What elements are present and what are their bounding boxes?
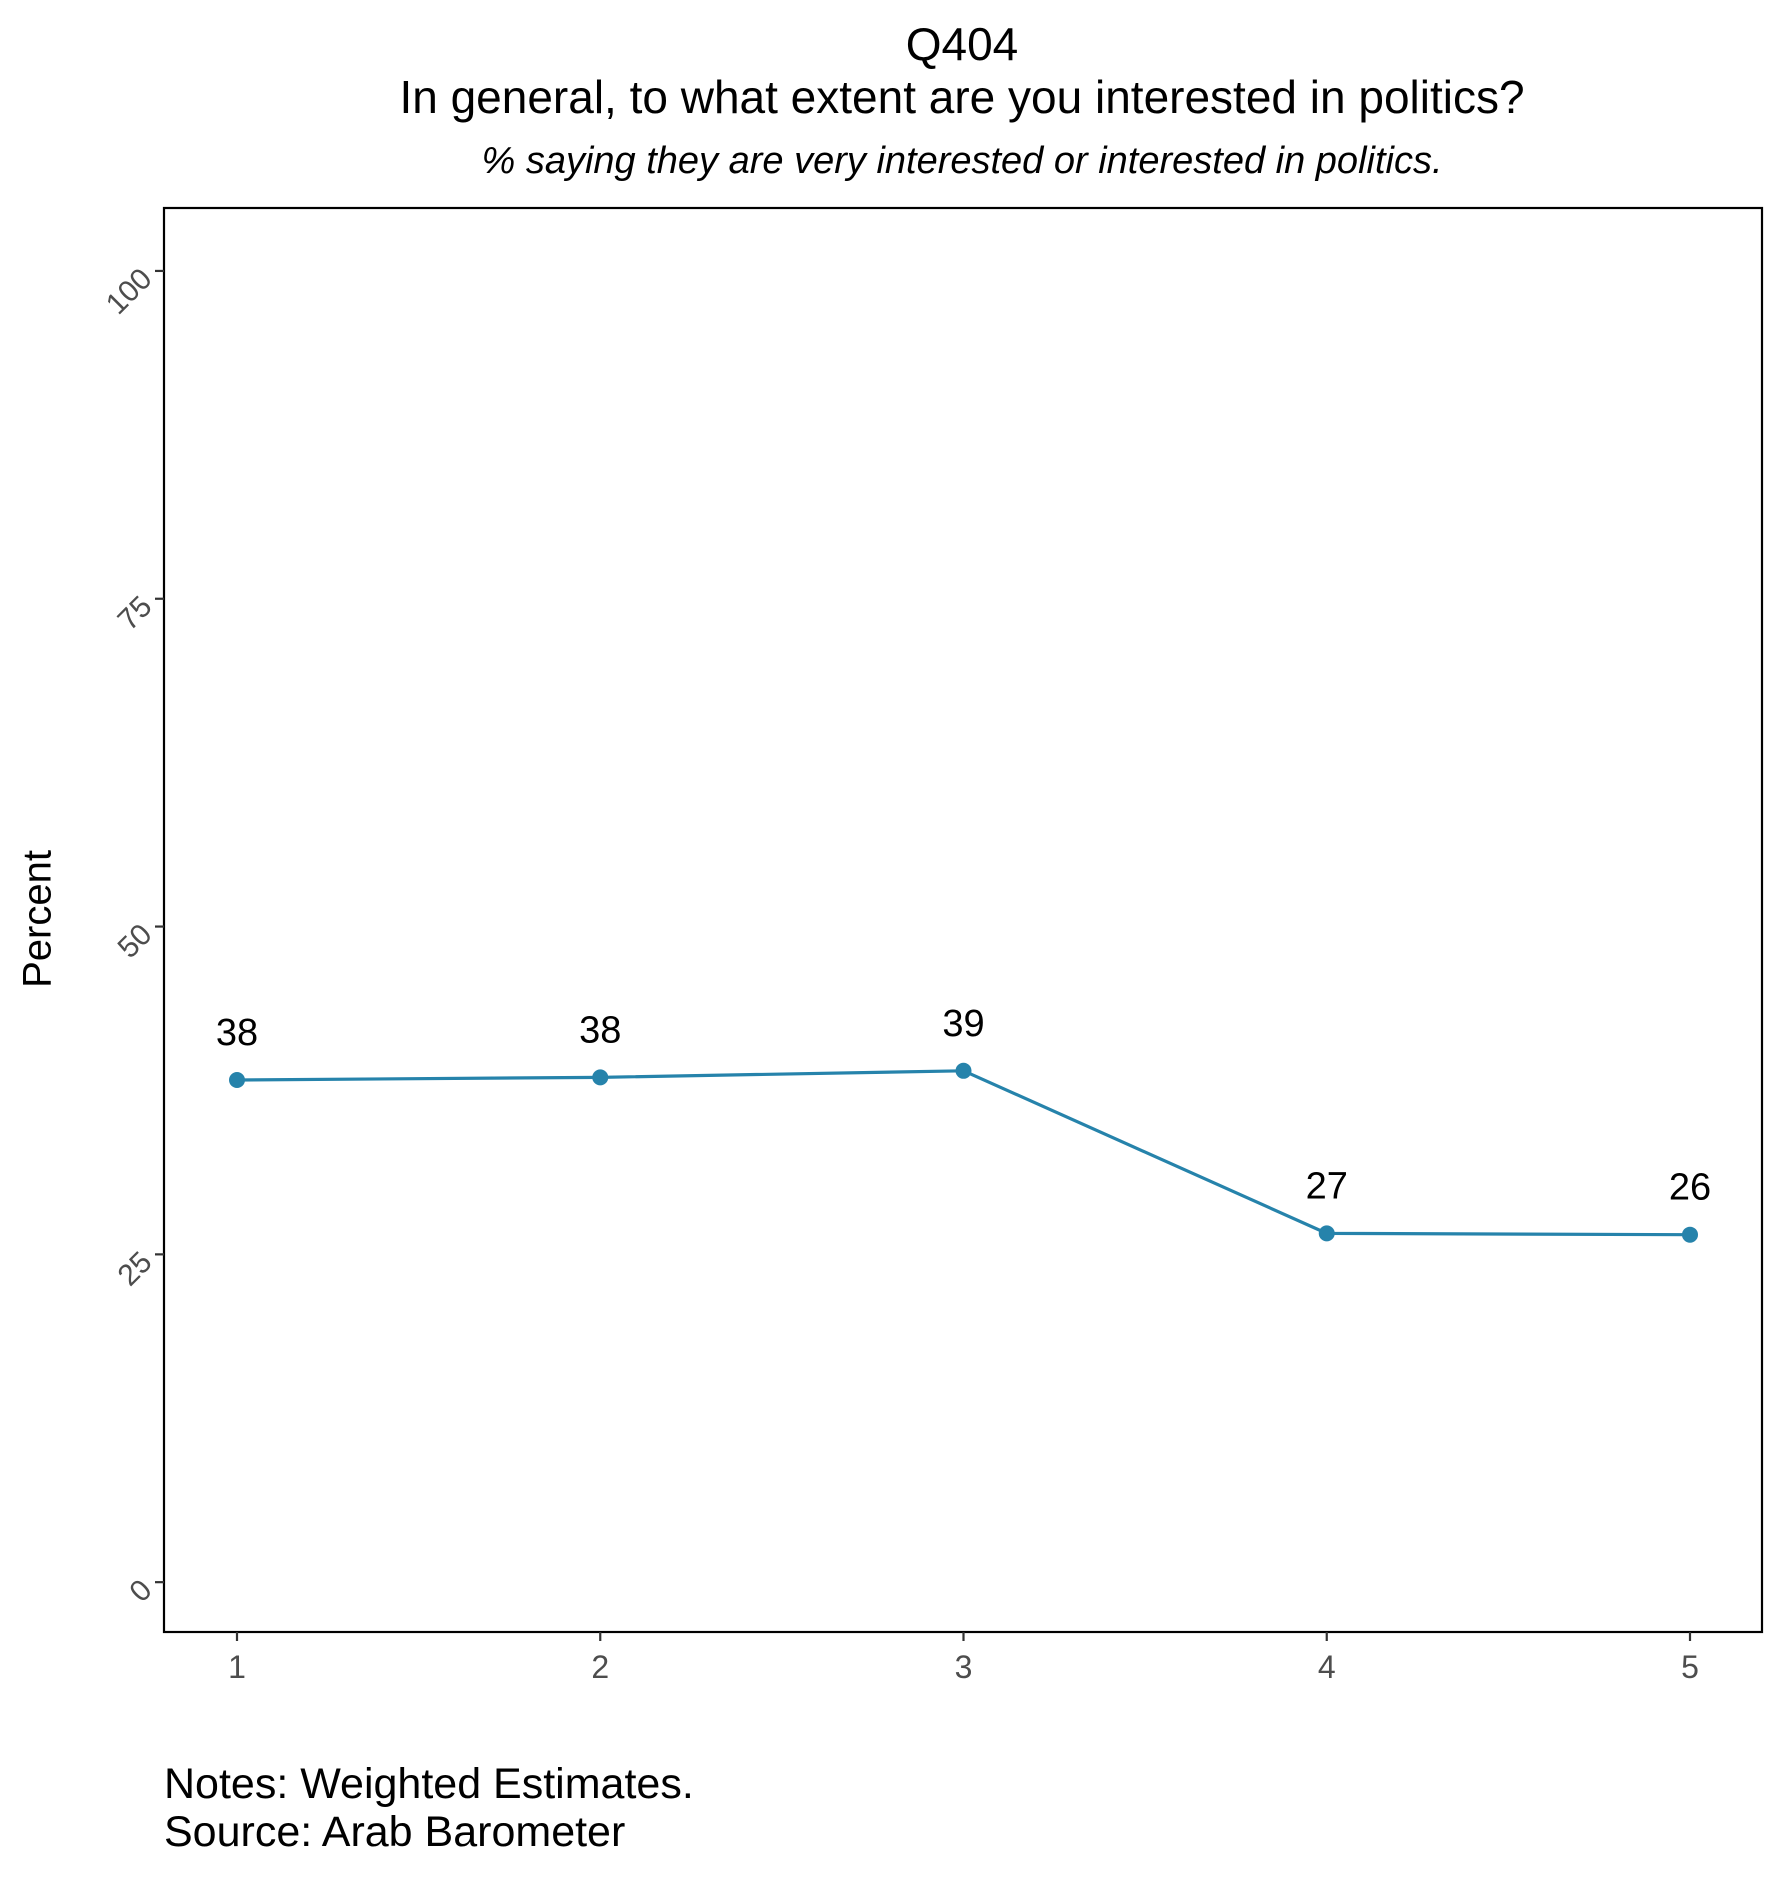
data-point (1682, 1226, 1698, 1243)
x-tick-label: 3 (955, 1649, 973, 1685)
y-tick-label: 50 (112, 918, 159, 965)
x-tick-label: 1 (228, 1649, 246, 1685)
data-label: 39 (942, 1003, 984, 1045)
axes: 0 25 50 75 100 1 2 3 4 5 Percent (16, 206, 1764, 1685)
x-tick-label: 4 (1318, 1649, 1336, 1685)
series-layer (229, 1062, 1698, 1243)
chart-title: Q404 (905, 18, 1019, 70)
data-label: 38 (579, 1009, 621, 1051)
chart-question: In general, to what extent are you inter… (399, 71, 1525, 123)
chart-subtitle: % saying they are very interested or int… (481, 140, 1443, 182)
line-chart: 0 25 50 75 100 1 2 3 4 5 Percent 38 38 39 27 26 (16, 206, 1764, 1685)
notes-text: Notes: Weighted Estimates. (164, 1760, 694, 1808)
data-label: 27 (1306, 1165, 1348, 1207)
data-point (1318, 1225, 1335, 1242)
series-line (235, 1069, 1692, 1237)
y-tick-label: 0 (123, 1573, 158, 1608)
data-point (592, 1069, 609, 1086)
y-tick-label: 25 (112, 1246, 159, 1293)
data-point (955, 1062, 972, 1079)
y-axis-title: Percent (16, 850, 60, 988)
source-text: Source: Arab Barometer (164, 1808, 626, 1856)
x-tick-label: 2 (591, 1649, 609, 1685)
data-label: 26 (1669, 1167, 1711, 1209)
y-tick-label: 75 (112, 590, 159, 637)
plot-panel-border (162, 206, 1764, 1634)
data-labels: 38 38 39 27 26 (216, 1003, 1711, 1209)
data-label: 38 (216, 1012, 258, 1054)
x-tick-label: 5 (1681, 1649, 1699, 1685)
y-tick-label: 100 (100, 262, 159, 321)
data-point (229, 1071, 245, 1088)
